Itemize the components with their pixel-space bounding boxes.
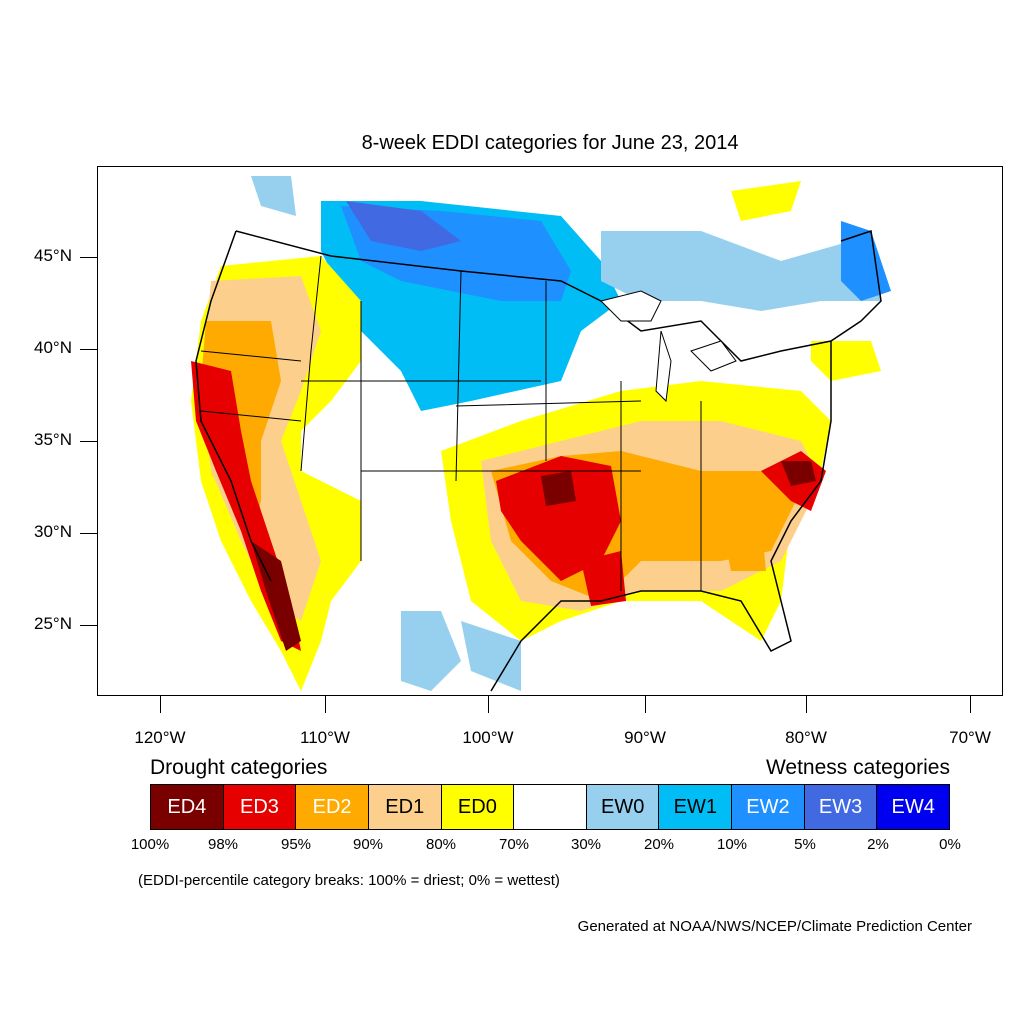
drought-ed2-ga xyxy=(721,521,766,571)
lat-tick-25 xyxy=(80,625,97,626)
pct-label: 20% xyxy=(643,836,675,853)
lon-tick-70 xyxy=(970,696,971,713)
lon-tick-120 xyxy=(160,696,161,713)
pct-label: 0% xyxy=(939,836,961,853)
drought-ed0-ne xyxy=(811,341,881,381)
legend-box-ew3: EW3 xyxy=(804,785,878,829)
credit-line: Generated at NOAA/NWS/NCEP/Climate Predi… xyxy=(577,918,972,935)
lat-tick-45 xyxy=(80,257,97,258)
wet-region-ew0-nw xyxy=(251,176,296,216)
lat-label-40: 40°N xyxy=(34,338,72,357)
pct-label: 5% xyxy=(794,836,816,853)
legend-box-neutral xyxy=(514,785,587,829)
legend-box-ew4: EW4 xyxy=(877,785,950,829)
lat-label-45: 45°N xyxy=(34,246,72,265)
legend-label-ed1: ED1 xyxy=(385,795,425,818)
lon-label-70: 70°W xyxy=(949,728,991,747)
legend-box-ed3: ED3 xyxy=(223,785,297,829)
lat-label-35: 35°N xyxy=(34,430,72,449)
legend-label-ew2: EW2 xyxy=(746,795,790,818)
legend-label-ew4: EW4 xyxy=(891,795,935,818)
legend-label-ed3: ED3 xyxy=(240,795,279,818)
state-borders xyxy=(200,255,702,591)
legend-label-ew3: EW3 xyxy=(818,795,863,818)
legend-box-ed2: ED2 xyxy=(296,785,369,829)
drought-ed3-la xyxy=(581,551,626,606)
drought-ed4-ok xyxy=(541,471,576,506)
eddi-map-svg xyxy=(191,176,891,692)
lon-label-90: 90°W xyxy=(624,728,666,747)
wet-region-ew3 xyxy=(346,201,461,251)
eddi-map xyxy=(97,166,1003,696)
map-title: 8-week EDDI categories for June 23, 2014 xyxy=(361,132,739,154)
wet-region-ew0-tx xyxy=(461,621,521,691)
lon-tick-100 xyxy=(488,696,489,713)
legend-label-ew0: EW0 xyxy=(600,795,645,818)
great-lakes xyxy=(600,290,737,403)
lat-tick-40 xyxy=(80,349,97,350)
pct-label: 2% xyxy=(867,836,889,853)
lat-label-25: 25°N xyxy=(34,614,72,633)
pct-label: 10% xyxy=(716,836,748,853)
lat-tick-35 xyxy=(80,441,97,442)
drought-heading: Drought categories xyxy=(150,756,328,779)
lon-label-120: 120°W xyxy=(134,728,186,747)
wet-region-ew0-ne xyxy=(601,231,881,311)
legend-label-ew1: EW1 xyxy=(673,795,717,818)
pct-label: 70% xyxy=(498,836,530,853)
drought-ed0-nova xyxy=(731,181,801,221)
legend-label-ed2: ED2 xyxy=(312,795,352,818)
pct-label: 90% xyxy=(352,836,384,853)
lon-label-110: 110°W xyxy=(300,728,350,747)
drought-ed3-ok xyxy=(496,456,621,581)
lat-label-30: 30°N xyxy=(34,522,72,541)
pct-label: 30% xyxy=(570,836,602,853)
lon-label-100: 100°W xyxy=(462,728,514,747)
pct-label: 80% xyxy=(425,836,457,853)
legend-box-ed0: ED0 xyxy=(441,785,515,829)
legend-box-ed1: ED1 xyxy=(368,785,442,829)
lon-tick-110 xyxy=(325,696,326,713)
legend-label-ed0: ED0 xyxy=(457,795,497,818)
legend-label-ed4: ED4 xyxy=(167,795,207,818)
drought-ed4-baja xyxy=(251,541,301,651)
drought-ed4-nc xyxy=(781,461,816,486)
pct-label: 98% xyxy=(207,836,239,853)
legend-box-ew1: EW1 xyxy=(659,785,733,829)
pct-label: 100% xyxy=(130,836,170,853)
lon-tick-80 xyxy=(806,696,807,713)
lon-tick-90 xyxy=(645,696,646,713)
wet-region-ew0-south xyxy=(401,611,461,691)
lon-label-80: 80°W xyxy=(785,728,827,747)
legend-box-ed4: ED4 xyxy=(151,785,224,829)
legend-box-ew0: EW0 xyxy=(586,785,660,829)
legend-bar: ED4 ED3 ED2 ED1 ED0 EW0 EW1 EW2 EW3 EW4 xyxy=(150,784,950,830)
wetness-heading: Wetness categories xyxy=(765,756,950,779)
legend-box-ew2: EW2 xyxy=(732,785,805,829)
lat-tick-30 xyxy=(80,533,97,534)
category-note: (EDDI-percentile category breaks: 100% =… xyxy=(138,872,560,889)
pct-label: 95% xyxy=(280,836,312,853)
